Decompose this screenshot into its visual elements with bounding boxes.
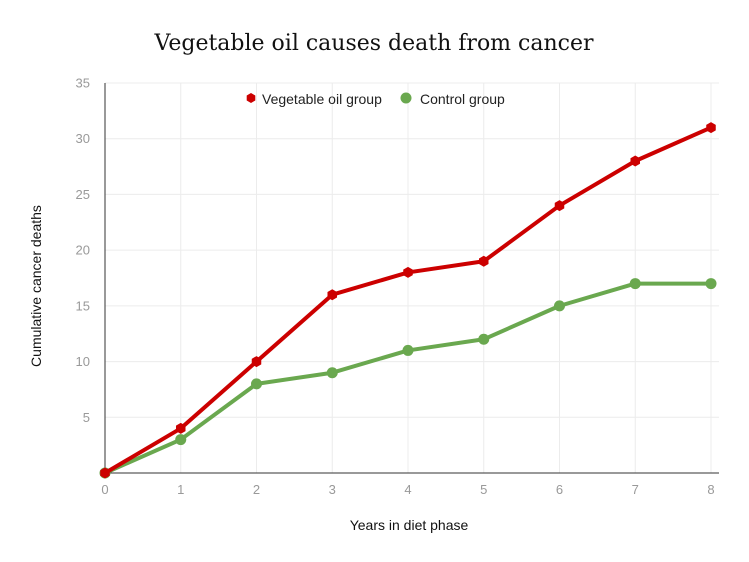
y-tick-label: 10 — [76, 354, 90, 369]
legend-label-vegetable-oil: Vegetable oil group — [262, 91, 382, 107]
data-point-vegetable-oil[interactable] — [554, 200, 565, 212]
x-tick-label: 3 — [329, 482, 336, 497]
y-tick-label: 30 — [76, 131, 90, 146]
data-point-control[interactable] — [326, 367, 338, 379]
data-point-vegetable-oil[interactable] — [403, 266, 413, 278]
series-vegetable-oil — [100, 122, 716, 479]
series — [99, 122, 717, 479]
data-point-control[interactable] — [478, 333, 490, 345]
data-point-vegetable-oil[interactable] — [100, 467, 110, 479]
x-tick-label: 2 — [253, 482, 260, 497]
series-control — [99, 278, 717, 479]
legend-label-control: Control group — [420, 91, 505, 107]
y-tick-label: 35 — [76, 76, 90, 91]
x-tick-label: 4 — [404, 482, 411, 497]
data-point-vegetable-oil[interactable] — [706, 122, 716, 134]
data-point-vegetable-oil[interactable] — [478, 255, 489, 267]
data-point-control[interactable] — [554, 300, 565, 312]
data-point-vegetable-oil[interactable] — [630, 155, 641, 167]
legend: Vegetable oil group Control group — [246, 91, 506, 107]
axes — [104, 83, 719, 474]
legend-item-control[interactable]: Control group — [400, 91, 506, 107]
y-tick-label: 25 — [76, 187, 90, 202]
x-tick-label: 1 — [177, 482, 184, 497]
x-tick-label: 7 — [632, 482, 639, 497]
y-axis-ticks: 5 10 15 20 25 30 35 — [76, 76, 90, 425]
data-point-control[interactable] — [251, 378, 262, 390]
y-tick-label: 15 — [76, 298, 90, 313]
legend-item-vegetable-oil[interactable]: Vegetable oil group — [246, 91, 382, 107]
data-point-vegetable-oil[interactable] — [327, 289, 338, 301]
data-point-control[interactable] — [705, 278, 717, 290]
x-axis-label: Years in diet phase — [350, 517, 469, 533]
x-tick-label: 5 — [480, 482, 487, 497]
data-point-vegetable-oil[interactable] — [175, 422, 186, 434]
legend-marker-hexagon-icon — [246, 93, 256, 103]
data-point-control[interactable] — [629, 278, 641, 290]
x-axis-ticks: 0 1 2 3 4 5 6 7 8 — [101, 482, 714, 497]
chart-title: Vegetable oil causes death from cancer — [153, 31, 594, 56]
x-tick-label: 6 — [556, 482, 563, 497]
legend-marker-circle-icon — [400, 92, 412, 104]
grid — [105, 82, 719, 473]
y-tick-label: 5 — [83, 410, 90, 425]
data-point-control[interactable] — [175, 434, 187, 446]
data-point-vegetable-oil[interactable] — [251, 356, 262, 368]
data-point-control[interactable] — [402, 344, 414, 356]
x-tick-label: 8 — [707, 482, 714, 497]
x-tick-label: 0 — [101, 482, 108, 497]
y-tick-label: 20 — [76, 243, 90, 258]
y-axis-label: Cumulative cancer deaths — [28, 205, 44, 367]
